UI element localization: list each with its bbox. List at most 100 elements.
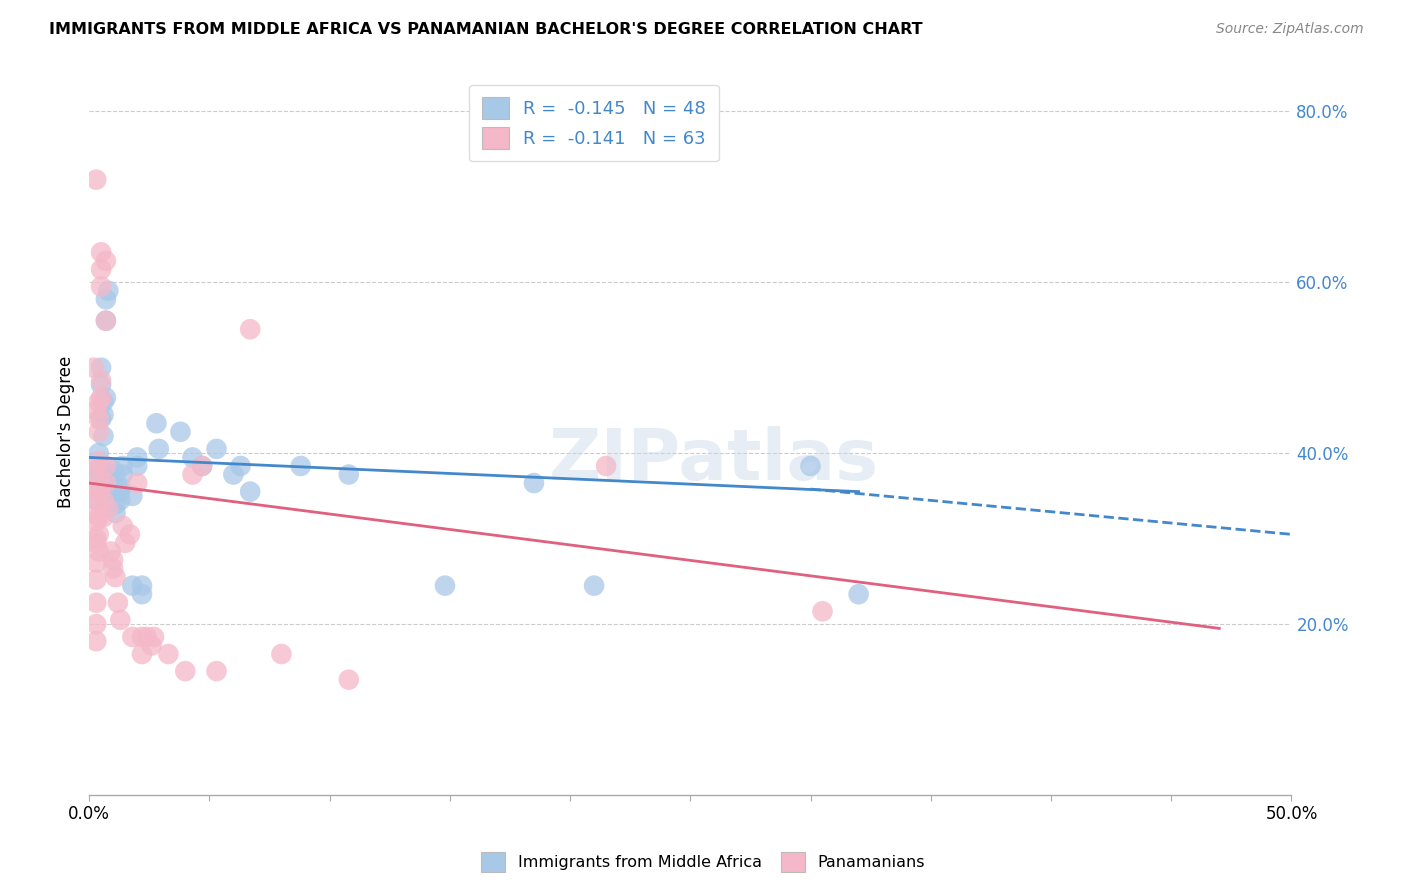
Point (94, 458, 117, 473)
Point (205, 442, 228, 456)
Point (848, 587, 870, 601)
Point (90, 262, 112, 277)
Point (131, 579, 153, 593)
Point (97, 501, 120, 516)
Point (127, 458, 149, 473)
Point (811, 604, 834, 618)
Point (87, 425, 110, 439)
Point (107, 596, 129, 610)
Point (87, 472, 110, 486)
Point (121, 579, 143, 593)
Point (94, 313, 117, 327)
Point (131, 647, 153, 661)
Point (191, 458, 214, 473)
Point (94, 476, 117, 491)
Point (141, 639, 163, 653)
Point (84, 480, 107, 494)
Point (110, 493, 132, 508)
Point (100, 489, 122, 503)
Point (84, 506, 107, 520)
Point (94, 293, 117, 307)
Point (87, 395, 110, 409)
Point (90, 458, 112, 473)
Point (90, 245, 112, 260)
Point (84, 493, 107, 508)
Point (97, 284, 120, 298)
Point (111, 518, 134, 533)
Point (131, 587, 153, 601)
Point (101, 463, 124, 477)
Point (87, 484, 110, 499)
Point (87, 412, 110, 426)
Point (84, 472, 107, 486)
Point (87, 463, 110, 477)
Point (174, 664, 197, 678)
Point (84, 573, 107, 587)
Point (84, 172, 107, 186)
Point (90, 412, 112, 426)
Point (121, 489, 143, 503)
Point (90, 279, 112, 293)
Point (104, 467, 127, 482)
Point (127, 450, 149, 465)
Point (90, 374, 112, 388)
Point (121, 630, 143, 644)
Point (94, 391, 117, 405)
Point (337, 467, 360, 482)
Point (90, 360, 112, 375)
Point (111, 467, 134, 482)
Point (181, 467, 204, 482)
Point (84, 515, 107, 529)
Point (84, 596, 107, 610)
Point (118, 527, 141, 541)
Legend: Immigrants from Middle Africa, Panamanians: Immigrants from Middle Africa, Panamania… (472, 844, 934, 880)
Point (114, 536, 136, 550)
Legend: R =  -0.145   N = 48, R =  -0.141   N = 63: R = -0.145 N = 48, R = -0.141 N = 63 (470, 85, 718, 161)
Point (84, 556, 107, 570)
Point (104, 506, 127, 520)
Point (583, 579, 606, 593)
Point (84, 617, 107, 632)
Point (87, 544, 110, 558)
Point (101, 553, 124, 567)
Point (135, 630, 157, 644)
Point (84, 403, 107, 417)
Point (799, 458, 821, 473)
Point (131, 630, 153, 644)
Point (94, 253, 117, 268)
Point (84, 493, 107, 508)
Point (157, 647, 180, 661)
Point (93, 395, 115, 409)
Point (181, 450, 204, 465)
Point (94, 313, 117, 327)
Point (110, 484, 132, 499)
Point (191, 458, 214, 473)
Point (239, 484, 262, 499)
Point (111, 458, 134, 473)
Point (239, 322, 262, 336)
Point (87, 446, 110, 460)
Point (270, 647, 292, 661)
Point (84, 634, 107, 648)
Point (90, 480, 112, 494)
Point (90, 377, 112, 392)
Point (523, 476, 546, 491)
Point (87, 455, 110, 469)
Point (595, 458, 617, 473)
Text: ZIPatlas: ZIPatlas (550, 426, 879, 495)
Point (148, 442, 170, 456)
Point (127, 476, 149, 491)
Point (93, 429, 115, 443)
Point (83, 360, 105, 375)
Text: Source: ZipAtlas.com: Source: ZipAtlas.com (1216, 22, 1364, 37)
Point (84, 536, 107, 550)
Point (290, 458, 312, 473)
Point (337, 673, 360, 687)
Point (169, 425, 191, 439)
Point (110, 480, 132, 494)
Point (205, 664, 228, 678)
Point (104, 498, 127, 512)
Text: IMMIGRANTS FROM MIDDLE AFRICA VS PANAMANIAN BACHELOR'S DEGREE CORRELATION CHART: IMMIGRANTS FROM MIDDLE AFRICA VS PANAMAN… (49, 22, 922, 37)
Point (110, 613, 132, 627)
Point (87, 510, 110, 524)
